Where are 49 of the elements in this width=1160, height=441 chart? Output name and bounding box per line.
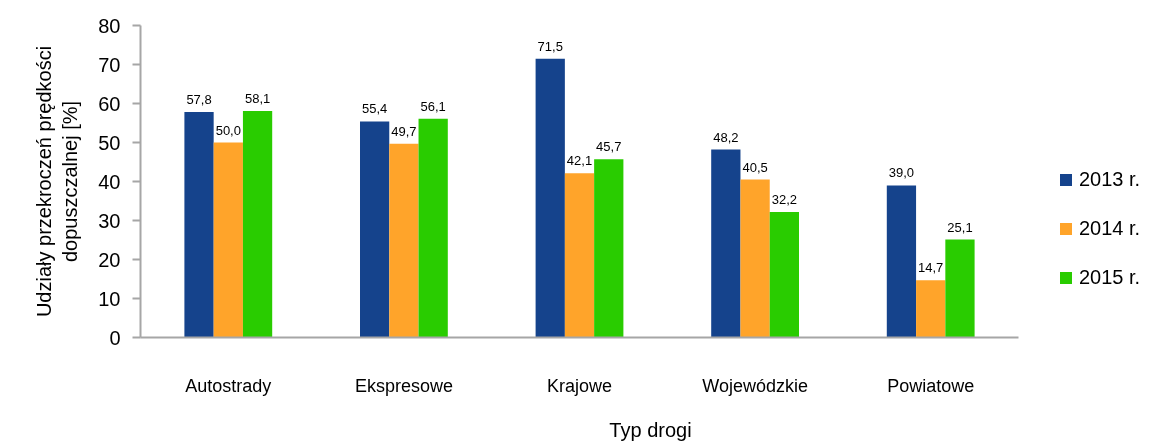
bar: [916, 280, 946, 338]
bar: [740, 179, 770, 338]
legend-label: 2014 r.: [1079, 217, 1141, 240]
data-label: 32,2: [771, 191, 798, 207]
x-tick-label: Krajowe: [546, 375, 613, 396]
y-tick-label: 30: [98, 209, 121, 232]
bar: [360, 121, 390, 338]
data-label: 56,1: [420, 98, 446, 114]
data-label: 14,7: [918, 260, 944, 276]
data-label: 40,5: [742, 159, 768, 175]
bar: [213, 142, 243, 338]
data-label: 25,1: [947, 219, 973, 235]
bar: [389, 143, 419, 338]
data-label: 50,0: [215, 122, 241, 138]
data-label: 49,7: [391, 123, 417, 139]
data-label: 71,5: [537, 38, 563, 54]
data-label: 57,8: [186, 92, 212, 108]
x-tick-label: Autostrady: [185, 375, 272, 396]
y-tick-label: 40: [98, 170, 121, 193]
y-tick-label: 70: [98, 53, 121, 76]
bar: [886, 185, 917, 338]
data-label: 58,1: [244, 90, 271, 106]
bar: [184, 112, 214, 338]
y-tick-label: 60: [98, 92, 121, 115]
x-axis-title: Typ drogi: [609, 418, 692, 441]
x-tick-label: Powiatowe: [887, 375, 975, 396]
data-label: 55,4: [361, 101, 388, 117]
data-label: 45,7: [596, 139, 622, 155]
y-tick-label: 10: [98, 287, 121, 310]
x-tick-label: Ekspresowe: [354, 375, 453, 396]
bar: [418, 118, 448, 338]
legend-label: 2013 r.: [1079, 168, 1141, 191]
bar: [564, 173, 595, 338]
y-tick-label: 0: [109, 326, 121, 349]
data-label: 42,1: [566, 153, 593, 169]
bar: [945, 239, 975, 338]
bar: [769, 211, 799, 338]
bar: [535, 58, 565, 338]
y-tick-label: 20: [98, 248, 121, 271]
bar: [711, 149, 741, 338]
data-label: 48,2: [713, 129, 739, 145]
bar: [594, 159, 624, 338]
x-tick-label: Wojewódzkie: [702, 375, 808, 396]
y-tick-label: 50: [98, 131, 121, 154]
bar: [242, 110, 273, 338]
y-axis-title: Udziały przekroczeń prędkości dopuszczalnej [%]: [32, 45, 82, 318]
legend-label: 2015 r.: [1079, 266, 1141, 289]
y-tick-label: 80: [98, 14, 121, 37]
data-label: 39,0: [888, 165, 915, 181]
